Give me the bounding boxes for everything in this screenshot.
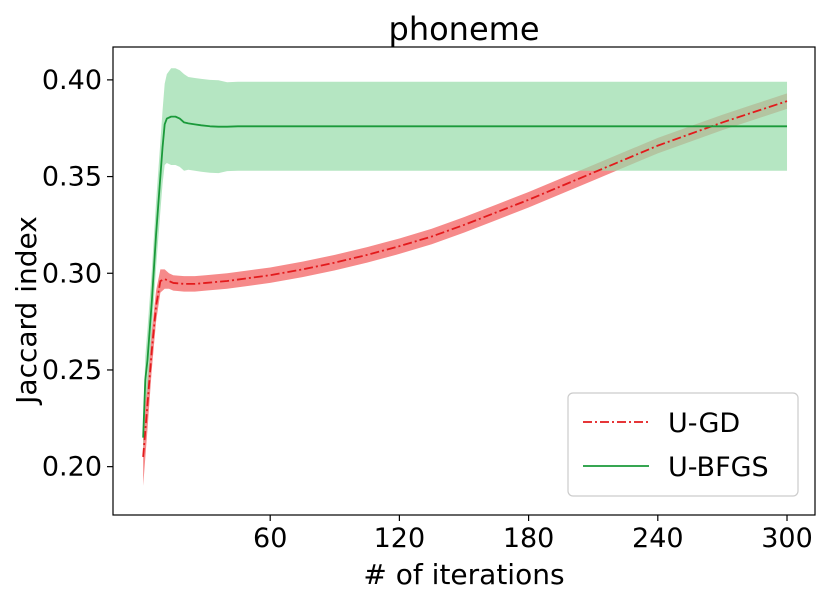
y-tick-label: 0.25 (42, 355, 102, 386)
legend: U-GD U-BFGS (567, 392, 799, 497)
legend-label-u-bfgs: U-BFGS (668, 452, 769, 483)
series-line-u-gd (142, 100, 788, 458)
x-tick-label: 180 (503, 523, 555, 554)
axes-frame (112, 46, 816, 516)
x-tick-label: 300 (761, 523, 813, 554)
x-tick-label: 120 (374, 523, 426, 554)
legend-label-u-gd: U-GD (668, 408, 740, 439)
y-tick-label: 0.20 (42, 452, 102, 483)
x-tick-label: 60 (253, 523, 287, 554)
axes: 60 120 180 240 300 0.20 0.25 0.30 0.35 0.40 (42, 46, 816, 554)
legend-frame (567, 392, 799, 497)
y-tick-label: 0.35 (42, 162, 102, 193)
chart-title: phoneme (389, 10, 540, 48)
band-u-bfgs (143, 68, 788, 454)
x-tick-label: 240 (632, 523, 684, 554)
x-axis-title: # of iterations (363, 558, 564, 591)
series-line-u-bfgs (142, 115, 788, 438)
y-tick-label: 0.40 (42, 65, 102, 96)
y-tick-label: 0.30 (42, 258, 102, 289)
y-axis-title: Jaccard index (10, 216, 43, 406)
plot-area (142, 68, 788, 486)
